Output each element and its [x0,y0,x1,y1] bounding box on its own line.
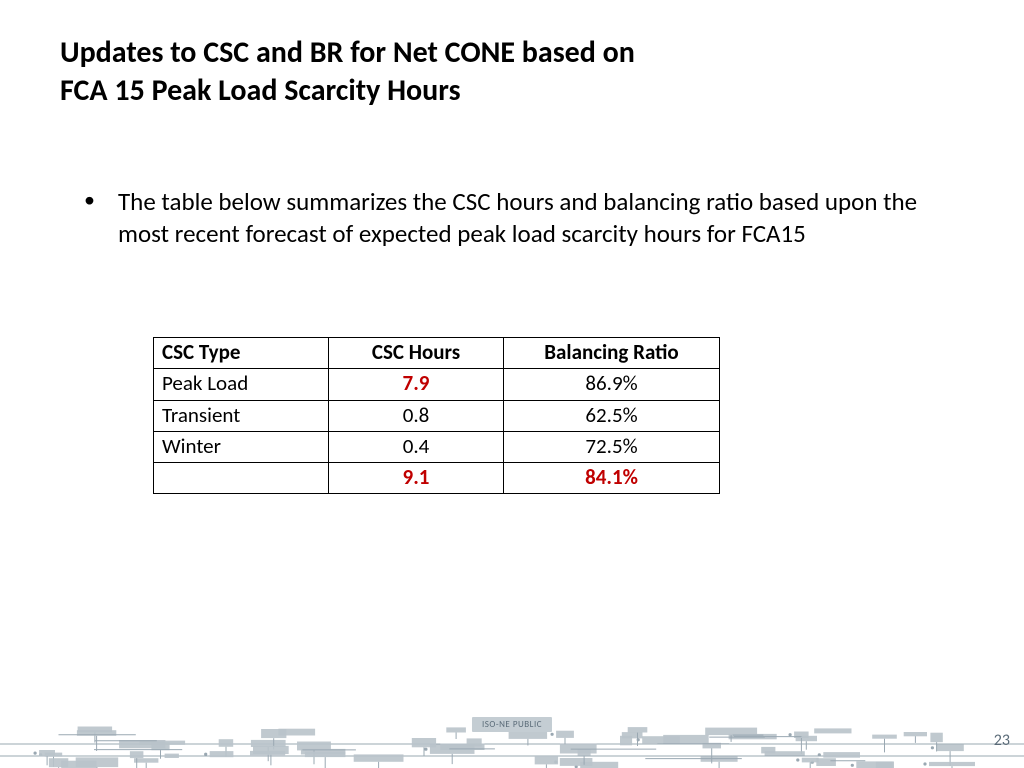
footer-classification-label: ISO-NE PUBLIC [472,717,552,732]
table-cell: 9.1 [329,463,504,494]
table-cell: 0.8 [329,400,504,431]
table-row: 9.184.1% [154,463,720,494]
column-header: Balancing Ratio [504,338,720,369]
table-body: Peak Load7.986.9%Transient0.862.5%Winter… [154,369,720,494]
bullet-list: The table below summarizes the CSC hours… [78,186,964,250]
table-cell: 7.9 [329,369,504,400]
table-header-row: CSC TypeCSC HoursBalancing Ratio [154,338,720,369]
page-number: 23 [994,731,1010,750]
table-cell: 86.9% [504,369,720,400]
csc-table: CSC TypeCSC HoursBalancing Ratio Peak Lo… [153,337,720,494]
table-cell [154,463,329,494]
table-cell: 84.1% [504,463,720,494]
csc-table-container: CSC TypeCSC HoursBalancing Ratio Peak Lo… [153,337,720,494]
bullet-item: The table below summarizes the CSC hours… [78,186,964,250]
slide-footer: ISO-NE PUBLIC 23 [0,706,1024,768]
table-cell: 0.4 [329,431,504,462]
title-line-1: Updates to CSC and BR for Net CONE based… [60,34,635,71]
table-row: Peak Load7.986.9% [154,369,720,400]
page-title: Updates to CSC and BR for Net CONE based… [60,34,964,109]
column-header: CSC Type [154,338,329,369]
table-cell: Winter [154,431,329,462]
footer-circuit-decoration [0,706,1024,768]
table-row: Winter0.472.5% [154,431,720,462]
slide: Updates to CSC and BR for Net CONE based… [0,0,1024,768]
title-line-2: FCA 15 Peak Load Scarcity Hours [60,72,461,109]
table-row: Transient0.862.5% [154,400,720,431]
table-cell: Peak Load [154,369,329,400]
table-header: CSC TypeCSC HoursBalancing Ratio [154,338,720,369]
column-header: CSC Hours [329,338,504,369]
table-cell: 72.5% [504,431,720,462]
table-cell: Transient [154,400,329,431]
table-cell: 62.5% [504,400,720,431]
